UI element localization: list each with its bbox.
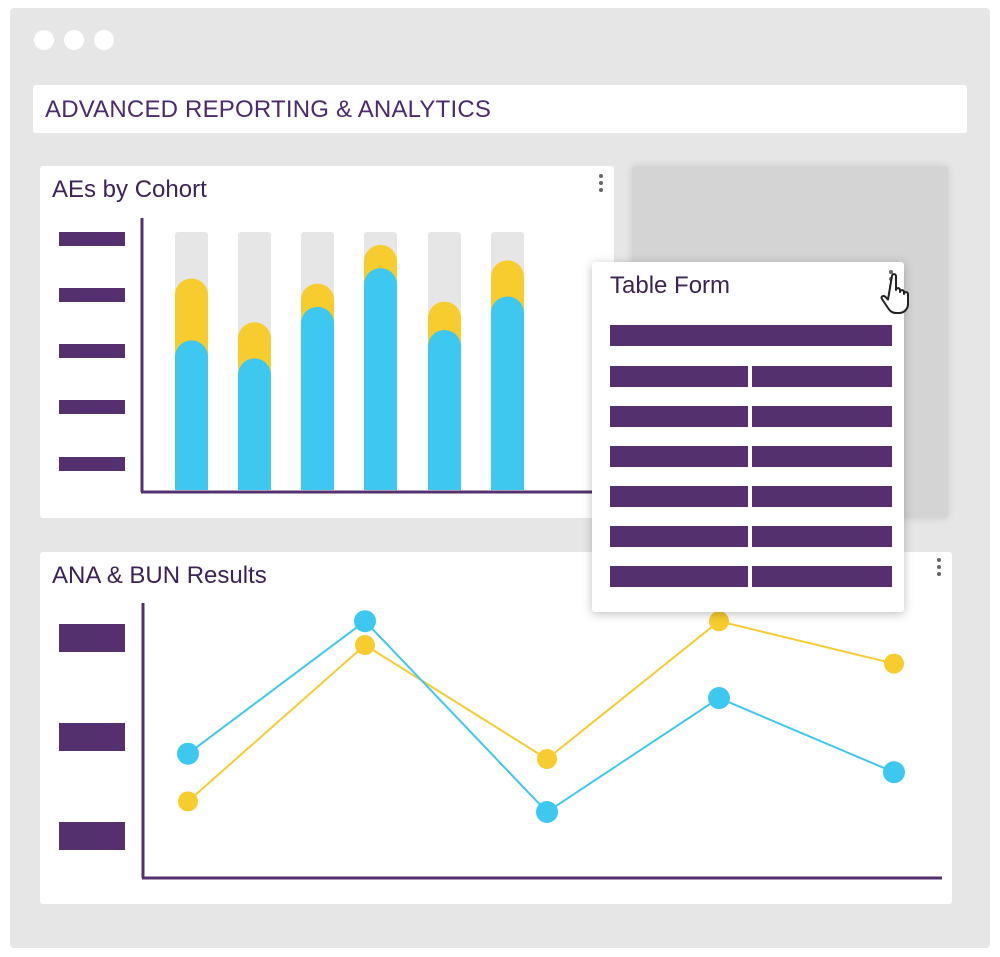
data-point-blue xyxy=(177,742,199,765)
table-cell xyxy=(610,566,748,587)
bar-blue xyxy=(301,306,334,490)
bar-blue-base xyxy=(364,474,397,490)
bar-blue-base xyxy=(238,474,271,490)
data-point-blue xyxy=(354,610,376,633)
window-control-dot[interactable] xyxy=(94,30,114,50)
y-tick-label xyxy=(59,723,125,751)
bar-blue-base xyxy=(175,474,208,490)
table-header-row xyxy=(610,325,892,346)
y-tick-label xyxy=(59,288,125,302)
series-line-yellow xyxy=(187,620,895,803)
data-point-blue xyxy=(883,761,905,784)
bar-blue-base xyxy=(428,474,461,490)
y-tick-label xyxy=(59,344,125,358)
data-point-yellow xyxy=(355,635,375,656)
table-cell xyxy=(752,406,892,427)
bar-blue xyxy=(491,296,524,490)
bar-blue xyxy=(364,268,397,490)
data-point-blue xyxy=(708,687,730,710)
table-cell xyxy=(610,486,748,507)
table-cell xyxy=(610,406,748,427)
page-title: ADVANCED REPORTING & ANALYTICS xyxy=(45,96,492,123)
window-control-dot[interactable] xyxy=(34,30,54,50)
table-cell xyxy=(752,486,892,507)
table-cell xyxy=(752,366,892,387)
bar-blue xyxy=(238,358,271,490)
table-form-title: Table Form xyxy=(610,272,731,299)
panel-title-ana-bun: ANA & BUN Results xyxy=(52,562,267,589)
bar-blue xyxy=(175,340,208,490)
y-tick-label xyxy=(59,400,125,414)
table-cell xyxy=(752,446,892,467)
data-point-yellow xyxy=(884,653,904,674)
y-tick-label xyxy=(59,624,125,652)
panel-title-aes: AEs by Cohort xyxy=(52,176,207,203)
table-cell xyxy=(610,526,748,547)
table-form-card[interactable]: Table Form xyxy=(592,262,904,612)
data-point-blue xyxy=(536,801,558,823)
hand-cursor-icon xyxy=(880,273,909,314)
more-options-icon[interactable] xyxy=(595,174,607,196)
bar-blue-base xyxy=(491,474,524,490)
table-cell xyxy=(610,446,748,467)
more-options-icon[interactable] xyxy=(933,558,945,580)
bar-blue xyxy=(428,330,461,490)
data-point-yellow xyxy=(537,749,557,769)
bar-blue-base xyxy=(301,474,334,490)
table-cell xyxy=(752,526,892,547)
data-point-yellow xyxy=(709,611,729,632)
y-tick-label xyxy=(59,457,125,471)
report-header: ADVANCED REPORTING & ANALYTICS xyxy=(33,85,967,133)
data-point-yellow xyxy=(178,791,198,812)
series-line-blue xyxy=(187,619,895,814)
y-tick-label xyxy=(59,232,125,246)
table-cell xyxy=(610,366,748,387)
y-tick-label xyxy=(59,822,125,850)
window-control-dot[interactable] xyxy=(64,30,84,50)
table-cell xyxy=(752,566,892,587)
